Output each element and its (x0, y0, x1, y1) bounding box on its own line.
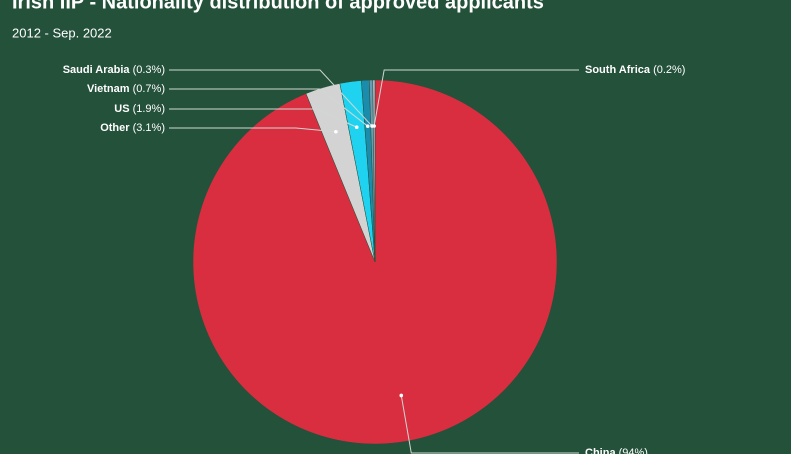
label-name: Saudi Arabia (63, 64, 131, 76)
label-value: (0.7%) (133, 83, 165, 95)
leader-dot (354, 125, 359, 130)
data-label: Saudi Arabia (0.3%) (63, 64, 165, 76)
label-name: South Africa (585, 64, 651, 76)
leader-line (169, 108, 357, 128)
data-label: US (1.9%) (114, 103, 165, 115)
label-name: Other (100, 122, 130, 134)
chart-subtitle: 2012 - Sep. 2022 (12, 25, 112, 40)
label-value: (3.1%) (133, 122, 165, 134)
chart-title: Irish IIP - Nationality distribution of … (12, 0, 544, 13)
data-label: Vietnam (0.7%) (87, 83, 165, 95)
label-name: Vietnam (87, 83, 130, 95)
leader-line (400, 395, 579, 454)
data-label: Other (3.1%) (100, 122, 165, 134)
leader-dot (334, 129, 338, 134)
leader-line (373, 69, 579, 127)
label-name: China (585, 447, 616, 454)
label-name: US (114, 103, 129, 115)
leader-line (169, 127, 336, 133)
leader-dot (399, 393, 404, 398)
data-label: China (94%) (585, 447, 648, 454)
leader-dot (372, 124, 376, 128)
data-label: South Africa (0.2%) (585, 64, 685, 76)
label-value: (1.9%) (133, 103, 165, 115)
label-value: (0.2%) (653, 64, 685, 76)
leader-dot (365, 124, 370, 128)
label-value: (0.3%) (133, 64, 165, 76)
label-value: (94%) (619, 447, 648, 454)
leader-line (169, 69, 373, 127)
leader-line (169, 88, 369, 127)
